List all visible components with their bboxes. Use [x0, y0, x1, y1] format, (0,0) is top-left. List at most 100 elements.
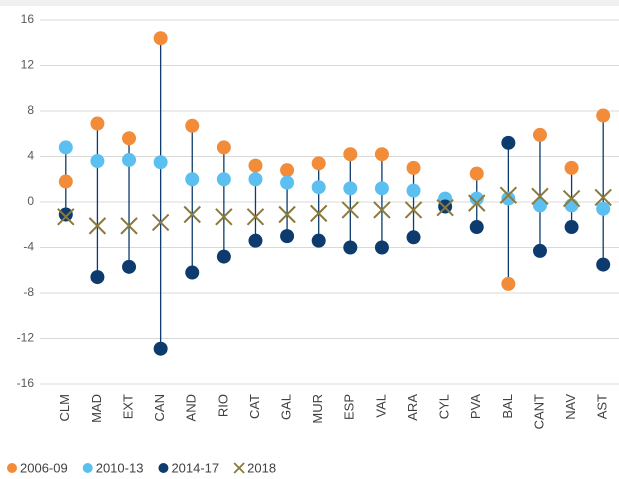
x-marker [341, 201, 360, 219]
legend-label: 2014-17 [171, 460, 219, 475]
dot [248, 158, 263, 173]
y-tick-label: 16 [21, 12, 35, 26]
legend-label: 2018 [247, 460, 276, 475]
x-stroke [278, 205, 296, 224]
x-marker [309, 204, 328, 223]
x-tick-label: CLM [57, 394, 72, 421]
x-stroke [404, 201, 423, 219]
x-stroke [436, 198, 454, 217]
y-tick-label: 0 [27, 194, 34, 208]
y-tick-label: 8 [27, 103, 34, 117]
dot [564, 160, 579, 175]
x-stroke [88, 217, 107, 235]
x-tick-label: ESP [342, 394, 357, 420]
dot [280, 229, 295, 244]
dot [564, 220, 579, 235]
x-marker [468, 194, 486, 212]
x-stroke [562, 189, 581, 208]
dot [122, 259, 137, 274]
dot [216, 172, 231, 187]
x-stroke [373, 201, 391, 219]
dot [153, 341, 168, 356]
dot [153, 31, 168, 46]
dot [58, 207, 73, 222]
y-tick-label: -4 [23, 240, 34, 254]
x-stroke [499, 186, 518, 204]
x-marker [373, 201, 391, 219]
y-tick-label: -16 [17, 376, 35, 390]
x-marker [151, 213, 170, 232]
x-tick-label: EXT [120, 394, 135, 419]
x-marker [562, 189, 581, 208]
dot [374, 147, 389, 162]
x-marker [531, 187, 549, 206]
x-stroke [531, 187, 549, 206]
dot [216, 140, 231, 155]
x-marker [120, 217, 138, 235]
dot [311, 233, 326, 248]
x-tick-label: CAN [152, 394, 167, 421]
x-tick-label: CANT [531, 394, 546, 429]
x-marker [594, 188, 612, 207]
dot [532, 243, 547, 258]
x-tick-label: GAL [279, 394, 294, 420]
dot [280, 163, 295, 178]
x-stroke [215, 208, 233, 226]
dot [564, 198, 579, 213]
legend-marker [82, 463, 93, 473]
x-marker [499, 186, 518, 204]
x-stroke [594, 188, 612, 207]
dot [501, 276, 516, 291]
dot [90, 270, 105, 285]
x-tick-label: AND [184, 394, 199, 421]
dot [406, 230, 421, 245]
dot [58, 174, 73, 189]
dot [185, 265, 200, 280]
legend-marker [233, 462, 245, 474]
x-stroke [57, 208, 75, 226]
dot [343, 181, 358, 196]
x-marker [246, 208, 265, 226]
x-stroke [246, 208, 265, 226]
dot [469, 220, 484, 235]
x-stroke [120, 217, 138, 235]
dot [90, 116, 105, 131]
x-tick-label: VAL [373, 394, 388, 418]
dot [122, 152, 137, 167]
top-band [0, 0, 619, 6]
x-marker [57, 208, 75, 226]
x-tick-label: ARA [405, 394, 420, 421]
dot [153, 155, 168, 170]
dot [501, 135, 516, 150]
x-tick-label: NAV [563, 394, 578, 420]
x-tick-label: MUR [310, 394, 325, 424]
dot [596, 108, 611, 123]
dot [216, 249, 231, 264]
x-tick-label: CAT [247, 394, 262, 419]
x-stroke [341, 201, 360, 219]
x-marker [183, 205, 201, 224]
x-stroke [183, 205, 201, 224]
y-tick-label: -8 [23, 285, 34, 299]
x-tick-label: PVA [468, 394, 483, 419]
dot [311, 180, 326, 195]
dot [185, 118, 200, 133]
y-tick-label: 12 [21, 58, 35, 72]
dot [469, 166, 484, 181]
x-tick-label: MAD [89, 394, 104, 423]
y-tick-label: -12 [17, 331, 35, 345]
dot [374, 181, 389, 196]
dot [343, 240, 358, 255]
x-tick-label: RIO [215, 394, 230, 417]
dot [406, 183, 421, 198]
dot [58, 140, 73, 155]
dot [406, 160, 421, 175]
dot [374, 240, 389, 255]
legend-label: 2006-09 [20, 460, 68, 475]
dot [343, 147, 358, 162]
dot [248, 172, 263, 187]
dot [596, 257, 611, 272]
dot [280, 175, 295, 190]
x-tick-label: CYL [437, 394, 452, 419]
